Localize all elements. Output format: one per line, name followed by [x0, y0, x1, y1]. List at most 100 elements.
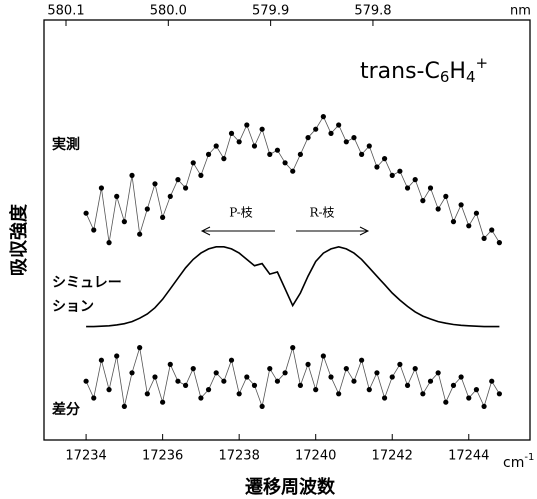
data-point — [106, 240, 112, 246]
data-point — [489, 227, 495, 233]
data-point — [267, 151, 273, 157]
data-point — [458, 374, 464, 380]
data-point — [190, 160, 196, 166]
data-point — [83, 378, 89, 384]
data-point — [496, 391, 502, 397]
molecule-label: trans-C6H4+ — [360, 54, 488, 86]
plot-frame — [43, 19, 531, 441]
data-point — [152, 181, 158, 187]
data-point — [282, 370, 288, 376]
data-point — [175, 177, 181, 183]
data-point — [83, 210, 89, 216]
data-point — [336, 391, 342, 397]
label-part: H — [449, 59, 466, 84]
data-point — [129, 370, 135, 376]
data-point — [236, 391, 242, 397]
data-point — [152, 374, 158, 380]
data-point — [481, 235, 487, 241]
data-point — [366, 143, 372, 149]
data-point — [228, 357, 235, 363]
data-point — [144, 206, 150, 212]
data-point — [489, 378, 495, 384]
data-point — [336, 122, 342, 128]
branch-label: P-枝 — [229, 205, 252, 220]
data-point — [182, 185, 189, 191]
data-point — [121, 403, 127, 409]
data-point — [351, 135, 357, 141]
data-point — [374, 164, 380, 170]
data-point — [205, 387, 212, 393]
data-point — [389, 374, 395, 380]
data-point — [374, 370, 380, 376]
data-point — [190, 366, 196, 372]
data-point — [259, 126, 265, 132]
data-point — [404, 185, 411, 191]
data-point — [343, 366, 349, 372]
x-tick-label: 17238 — [218, 449, 259, 464]
data-point — [106, 387, 112, 393]
branch-arrows — [200, 226, 370, 236]
data-point — [182, 382, 189, 388]
x-tick-label: 17236 — [142, 449, 183, 464]
data-point — [221, 156, 227, 162]
data-point — [244, 122, 250, 128]
unit-base: cm — [503, 455, 524, 471]
data-point — [121, 219, 127, 225]
data-point — [290, 168, 296, 174]
data-point — [236, 139, 242, 145]
data-point — [198, 395, 204, 401]
x-axis-label: 遷移周波数 — [245, 476, 336, 498]
data-point — [427, 378, 434, 384]
series-line — [85, 347, 500, 408]
data-point — [305, 361, 311, 367]
data-point — [160, 214, 166, 220]
data-point — [221, 378, 227, 384]
data-point — [397, 168, 403, 174]
data-point — [412, 366, 418, 372]
x-tick-label: 17244 — [448, 449, 489, 464]
data-point — [381, 395, 388, 401]
data-point — [91, 227, 97, 233]
label-sub: 6 — [440, 68, 450, 86]
x-unit: cm-1 — [503, 452, 534, 471]
data-point — [137, 231, 143, 237]
data-point — [305, 135, 311, 141]
data-point — [290, 345, 296, 351]
series-label: 実測 — [52, 136, 80, 153]
data-point — [91, 395, 97, 401]
data-point — [359, 151, 365, 157]
data-point — [160, 399, 166, 405]
data-point — [114, 193, 120, 199]
data-point — [412, 177, 418, 183]
x2-tick-label: 580.1 — [47, 4, 84, 19]
series-label: ション — [52, 299, 94, 315]
data-point — [458, 202, 464, 208]
data-point — [420, 391, 426, 397]
data-point — [389, 172, 395, 178]
data-point — [343, 139, 349, 145]
series-line — [85, 115, 500, 243]
data-point — [114, 353, 120, 359]
data-point — [259, 403, 265, 409]
data-point — [443, 193, 449, 199]
label-part: trans-C — [360, 59, 440, 84]
data-point — [320, 353, 326, 359]
x2-tick-label: 579.8 — [354, 4, 391, 19]
x2-tick-label: 580.0 — [150, 4, 187, 19]
data-point — [328, 130, 334, 136]
data-point — [251, 382, 258, 388]
data-point — [313, 126, 319, 132]
data-point — [359, 357, 365, 363]
data-point — [205, 151, 212, 157]
series-line — [86, 245, 500, 328]
y-axis-label: 吸収強度 — [8, 203, 30, 276]
data-point — [98, 185, 105, 191]
data-point — [328, 374, 334, 380]
data-point — [213, 370, 219, 376]
data-point — [274, 147, 281, 153]
data-point — [466, 395, 472, 401]
x-tick-label: 17240 — [295, 449, 336, 464]
data-point — [274, 378, 281, 384]
